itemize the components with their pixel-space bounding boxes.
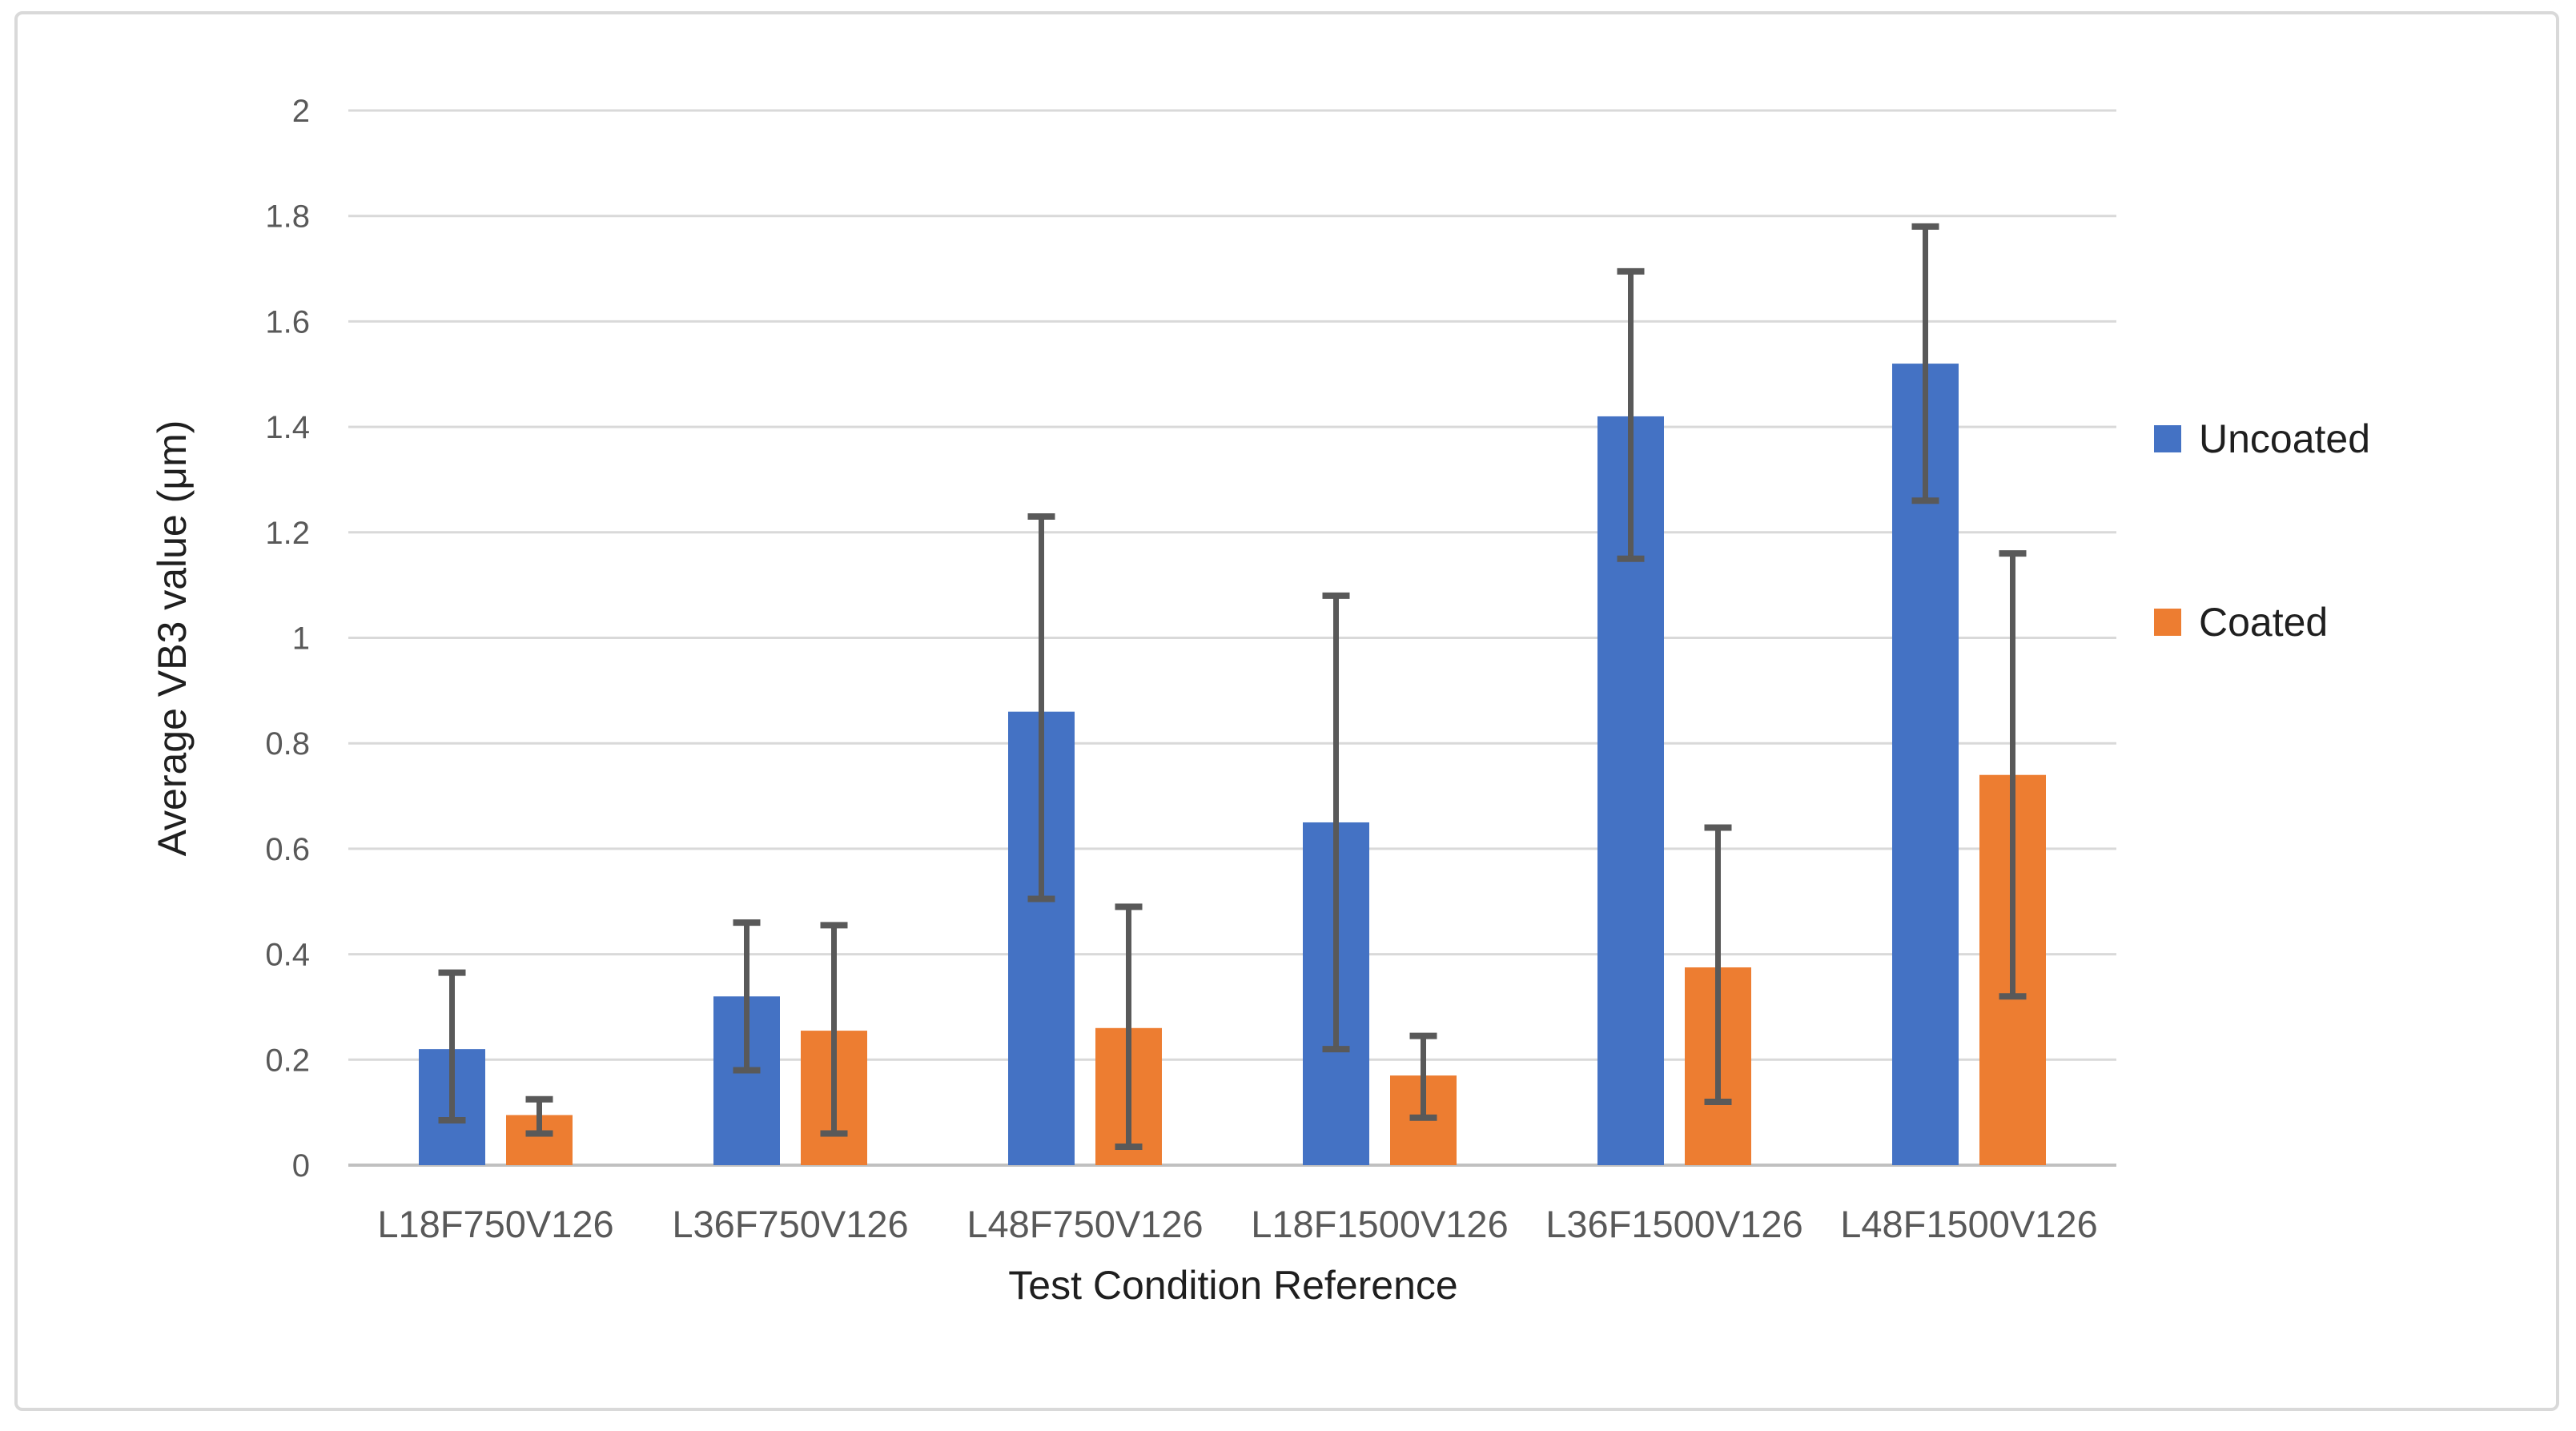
- y-tick-label-0: 0: [292, 1148, 310, 1184]
- figure-border: [14, 11, 2559, 1411]
- x-tick-label-L48F750V126: L48F750V126: [967, 1203, 1203, 1245]
- legend-swatch-uncoated: [2154, 425, 2181, 452]
- x-tick-label-L36F750V126: L36F750V126: [672, 1203, 908, 1245]
- y-tick-label-0.4: 0.4: [265, 938, 310, 973]
- y-axis-title: Average VB3 value (μm): [150, 420, 195, 857]
- legend-label-uncoated: Uncoated: [2199, 416, 2371, 461]
- y-tick-label-1: 1: [292, 621, 310, 657]
- y-tick-label-0.2: 0.2: [265, 1043, 310, 1078]
- y-tick-label-0.8: 0.8: [265, 726, 310, 762]
- x-tick-label-L18F750V126: L18F750V126: [377, 1203, 613, 1245]
- y-tick-label-1.6: 1.6: [265, 304, 310, 340]
- legend-item-coated: Coated: [2154, 599, 2328, 645]
- legend-swatch-coated: [2154, 609, 2181, 636]
- y-tick-label-2: 2: [292, 94, 310, 129]
- x-tick-label-L36F1500V126: L36F1500V126: [1545, 1203, 1802, 1245]
- legend-label-coated: Coated: [2199, 600, 2329, 645]
- y-tick-label-1.4: 1.4: [265, 410, 310, 445]
- y-tick-label-1.2: 1.2: [265, 516, 310, 551]
- legend-item-uncoated: Uncoated: [2154, 416, 2370, 462]
- x-axis-title: Test Condition Reference: [1008, 1263, 1458, 1308]
- x-tick-label-L18F1500V126: L18F1500V126: [1251, 1203, 1508, 1245]
- x-tick-label-L48F1500V126: L48F1500V126: [1840, 1203, 2097, 1245]
- y-tick-label-1.8: 1.8: [265, 199, 310, 235]
- y-tick-label-0.6: 0.6: [265, 832, 310, 867]
